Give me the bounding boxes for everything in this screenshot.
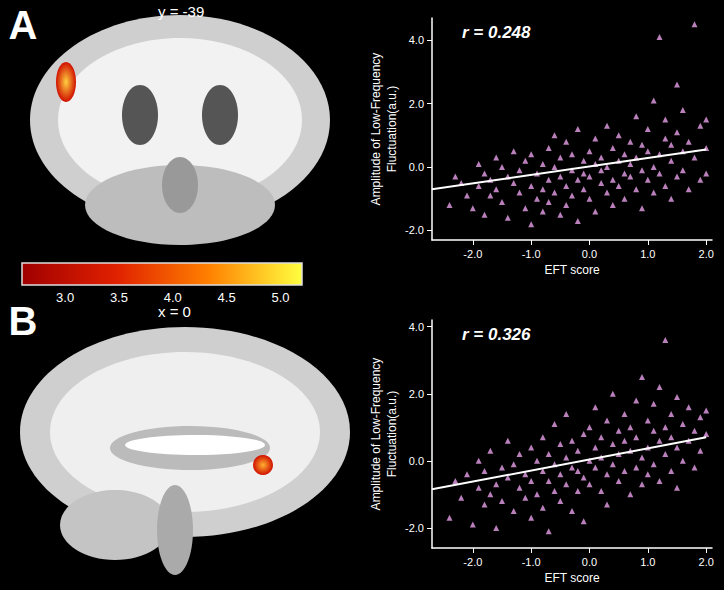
svg-text:0.0: 0.0 bbox=[409, 161, 424, 173]
svg-text:EFT score: EFT score bbox=[544, 571, 599, 585]
svg-text:Fluctuation(a.u.): Fluctuation(a.u.) bbox=[385, 86, 399, 173]
svg-text:1.0: 1.0 bbox=[640, 556, 655, 568]
svg-text:r = 0.326: r = 0.326 bbox=[462, 325, 531, 344]
svg-text:A: A bbox=[9, 3, 38, 47]
svg-text:4.0: 4.0 bbox=[409, 321, 424, 333]
svg-text:2.0: 2.0 bbox=[699, 556, 714, 568]
svg-text:0.0: 0.0 bbox=[409, 455, 424, 467]
svg-text:3.0: 3.0 bbox=[56, 290, 74, 305]
svg-text:5.0: 5.0 bbox=[271, 290, 289, 305]
svg-text:y = -39: y = -39 bbox=[158, 3, 204, 20]
svg-text:0.0: 0.0 bbox=[582, 556, 597, 568]
svg-text:3.5: 3.5 bbox=[110, 290, 128, 305]
svg-text:-2.0: -2.0 bbox=[463, 248, 482, 260]
svg-text:4.0: 4.0 bbox=[164, 290, 182, 305]
svg-text:4.0: 4.0 bbox=[409, 34, 424, 46]
svg-text:2.0: 2.0 bbox=[699, 248, 714, 260]
svg-text:-2.0: -2.0 bbox=[405, 522, 424, 534]
svg-text:4.5: 4.5 bbox=[218, 290, 236, 305]
svg-text:0.0: 0.0 bbox=[582, 248, 597, 260]
svg-text:-1.0: -1.0 bbox=[522, 248, 541, 260]
svg-text:Amplitude of Low-Frequency: Amplitude of Low-Frequency bbox=[369, 358, 383, 511]
svg-text:x = 0: x = 0 bbox=[158, 303, 191, 320]
svg-text:-2.0: -2.0 bbox=[405, 224, 424, 236]
svg-text:Amplitude of Low-Frequency: Amplitude of Low-Frequency bbox=[369, 53, 383, 206]
svg-text:EFT score: EFT score bbox=[544, 263, 599, 277]
svg-text:-1.0: -1.0 bbox=[522, 556, 541, 568]
svg-text:Fluctuation(a.u.): Fluctuation(a.u.) bbox=[385, 391, 399, 478]
svg-text:r = 0.248: r = 0.248 bbox=[462, 23, 531, 42]
svg-text:2.0: 2.0 bbox=[409, 388, 424, 400]
svg-text:2.0: 2.0 bbox=[409, 98, 424, 110]
svg-text:1.0: 1.0 bbox=[640, 248, 655, 260]
svg-text:-2.0: -2.0 bbox=[463, 556, 482, 568]
svg-text:B: B bbox=[9, 299, 38, 343]
